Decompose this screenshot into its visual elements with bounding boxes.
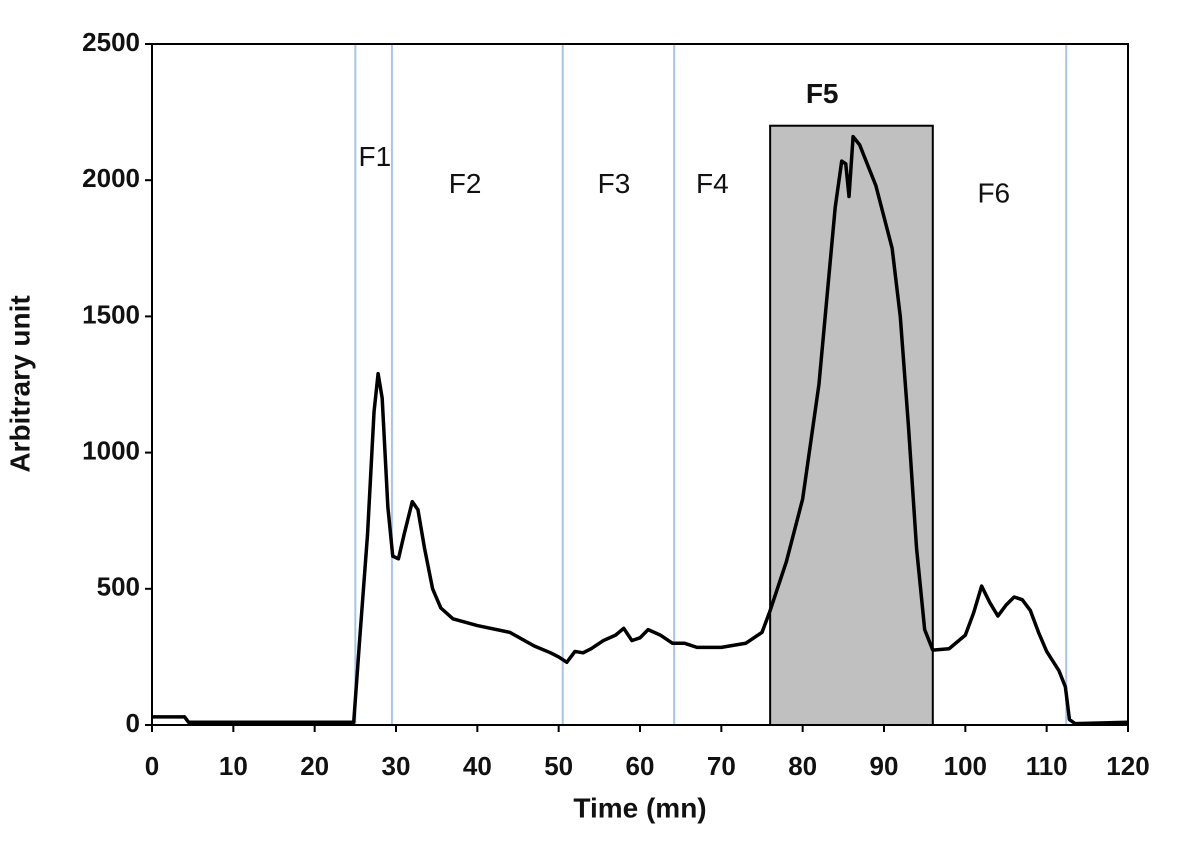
y-tick-label: 500 <box>97 572 140 602</box>
x-tick-label: 80 <box>788 751 817 781</box>
x-tick-label: 70 <box>707 751 736 781</box>
x-tick-label: 40 <box>463 751 492 781</box>
y-axis-label: Arbitrary unit <box>4 295 35 472</box>
fraction-label: F5 <box>806 78 839 109</box>
fraction-label: F2 <box>449 168 482 199</box>
x-tick-label: 10 <box>219 751 248 781</box>
fraction-label: F6 <box>977 178 1010 209</box>
x-tick-label: 100 <box>944 751 987 781</box>
plot-frame <box>151 43 1129 726</box>
fraction-label: F4 <box>696 168 729 199</box>
y-tick-label: 0 <box>126 708 140 738</box>
x-tick-label: 110 <box>1026 751 1068 781</box>
y-tick-label: 1000 <box>82 435 140 465</box>
x-tick-label: 90 <box>870 751 899 781</box>
x-tick-label: 60 <box>626 751 655 781</box>
x-tick-label: 120 <box>1106 751 1149 781</box>
y-tick-label: 2500 <box>82 27 140 57</box>
fraction-label: F3 <box>598 168 631 199</box>
x-axis-label: Time (mn) <box>573 792 706 823</box>
line <box>152 134 1129 726</box>
y-tick-label: 2000 <box>82 163 140 193</box>
highlight-region <box>769 124 934 727</box>
x-tick-label: 50 <box>544 751 573 781</box>
x-tick-label: 30 <box>382 751 411 781</box>
x-tick-label: 0 <box>145 751 159 781</box>
x-tick-label: 20 <box>300 751 329 781</box>
fraction-label: F1 <box>359 141 392 172</box>
y-tick-label: 1500 <box>82 299 140 329</box>
